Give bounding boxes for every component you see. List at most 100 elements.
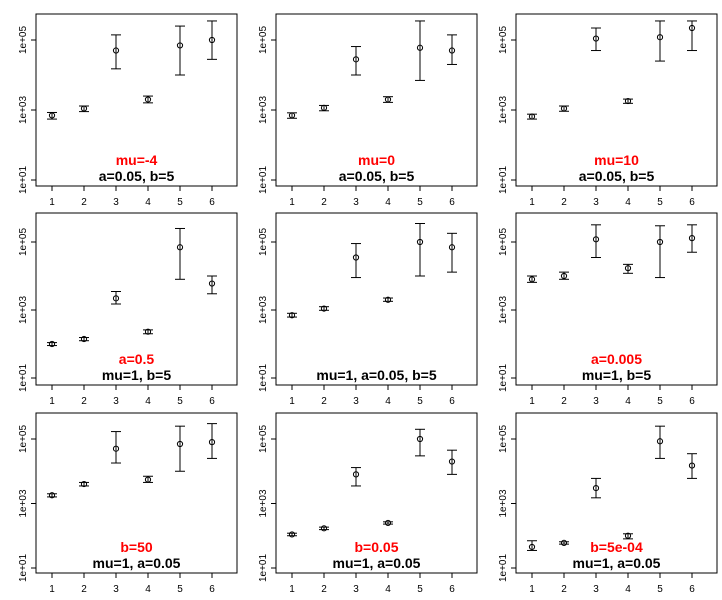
x-tick-label: 3 xyxy=(353,197,359,208)
data-point xyxy=(288,531,296,538)
x-tick-label: 5 xyxy=(657,396,663,407)
x-tick-label: 2 xyxy=(81,197,87,208)
y-tick-label: 1e+03 xyxy=(18,296,29,325)
x-tick-label: 2 xyxy=(561,197,567,208)
x-tick-label: 6 xyxy=(209,396,215,407)
y-tick-label: 1e+05 xyxy=(498,26,509,55)
y-tick-label: 1e+05 xyxy=(258,26,269,55)
data-point xyxy=(656,438,664,445)
x-tick-label: 5 xyxy=(417,584,423,595)
y-tick-label: 1e+03 xyxy=(258,489,269,518)
panel-2-frame xyxy=(275,13,478,187)
x-tick-label: 4 xyxy=(145,396,151,407)
data-point xyxy=(592,35,600,42)
data-point xyxy=(448,458,456,465)
x-tick-label: 1 xyxy=(49,197,55,208)
x-tick-label: 4 xyxy=(625,396,631,407)
data-point xyxy=(592,485,600,492)
x-tick-label: 6 xyxy=(449,396,455,407)
x-tick-label: 6 xyxy=(449,584,455,595)
data-point xyxy=(112,47,120,54)
x-tick-label: 6 xyxy=(689,396,695,407)
data-point xyxy=(528,543,536,551)
panel-7-frame xyxy=(35,412,238,574)
data-point xyxy=(416,238,424,246)
x-tick-label: 2 xyxy=(321,584,327,595)
data-point xyxy=(688,235,696,242)
data-point xyxy=(384,96,392,103)
x-tick-label: 1 xyxy=(529,396,535,407)
y-tick-label: 1e+01 xyxy=(498,166,509,195)
annotation-params: mu=1, b=5 xyxy=(582,367,651,383)
y-tick-label: 1e+03 xyxy=(258,96,269,125)
data-point xyxy=(416,44,424,51)
x-tick-label: 6 xyxy=(209,584,215,595)
data-point xyxy=(624,265,632,272)
x-tick-label: 4 xyxy=(385,584,391,595)
panel-1-frame xyxy=(35,13,238,187)
data-point xyxy=(688,24,696,32)
y-tick-label: 1e+01 xyxy=(18,554,29,583)
data-point xyxy=(416,435,424,443)
x-tick-label: 4 xyxy=(385,197,391,208)
panel-5-frame xyxy=(275,212,478,386)
x-tick-label: 1 xyxy=(49,396,55,407)
data-point xyxy=(112,445,120,452)
x-tick-label: 6 xyxy=(689,197,695,208)
panel-9-frame xyxy=(515,412,718,574)
data-point xyxy=(208,439,216,446)
data-point xyxy=(176,244,184,251)
x-tick-label: 1 xyxy=(529,584,535,595)
x-tick-label: 1 xyxy=(289,584,295,595)
data-point xyxy=(320,525,328,532)
annotation-highlight: b=50 xyxy=(120,539,153,555)
x-tick-label: 1 xyxy=(289,396,295,407)
data-point xyxy=(448,47,456,54)
x-tick-label: 5 xyxy=(177,197,183,208)
data-point xyxy=(80,335,88,343)
panel-6-frame xyxy=(515,212,718,386)
panel-4-frame xyxy=(35,212,238,386)
annotation-highlight: a=0.5 xyxy=(119,351,155,367)
y-tick-label: 1e+01 xyxy=(258,166,269,195)
x-tick-label: 1 xyxy=(49,584,55,595)
data-point xyxy=(592,236,600,243)
y-tick-label: 1e+01 xyxy=(498,364,509,393)
data-point xyxy=(48,340,56,348)
data-point xyxy=(48,492,56,499)
data-point xyxy=(384,519,392,527)
y-tick-label: 1e+05 xyxy=(258,425,269,454)
x-tick-label: 5 xyxy=(177,584,183,595)
data-point xyxy=(656,238,664,246)
x-tick-label: 2 xyxy=(321,197,327,208)
x-tick-label: 4 xyxy=(625,584,631,595)
y-tick-label: 1e+05 xyxy=(498,425,509,454)
y-tick-label: 1e+03 xyxy=(18,96,29,125)
annotation-params: mu=1, b=5 xyxy=(102,367,171,383)
data-point xyxy=(688,462,696,469)
data-point xyxy=(560,539,568,547)
y-tick-label: 1e+01 xyxy=(18,364,29,393)
annotation-highlight: mu=0 xyxy=(358,152,395,168)
data-point xyxy=(144,328,152,335)
data-point xyxy=(528,276,536,283)
panel-8-frame xyxy=(275,412,478,574)
annotation-highlight: b=0.05 xyxy=(355,539,399,555)
y-tick-label: 1e+03 xyxy=(18,489,29,518)
annotation-highlight: a=0.005 xyxy=(591,351,642,367)
x-tick-label: 5 xyxy=(417,396,423,407)
data-point xyxy=(288,312,296,319)
data-point xyxy=(352,56,360,63)
y-tick-label: 1e+05 xyxy=(258,228,269,257)
data-point xyxy=(320,104,328,111)
x-tick-label: 5 xyxy=(417,197,423,208)
data-point xyxy=(528,113,536,120)
x-tick-label: 3 xyxy=(113,584,119,595)
annotation-params: mu=1, a=0.05 xyxy=(93,555,181,571)
annotation-highlight: b=5e-04 xyxy=(590,539,643,555)
y-tick-label: 1e+05 xyxy=(498,228,509,257)
x-tick-label: 4 xyxy=(385,396,391,407)
x-tick-label: 6 xyxy=(449,197,455,208)
annotation-params: mu=1, a=0.05, b=5 xyxy=(316,367,436,383)
x-tick-label: 2 xyxy=(561,584,567,595)
